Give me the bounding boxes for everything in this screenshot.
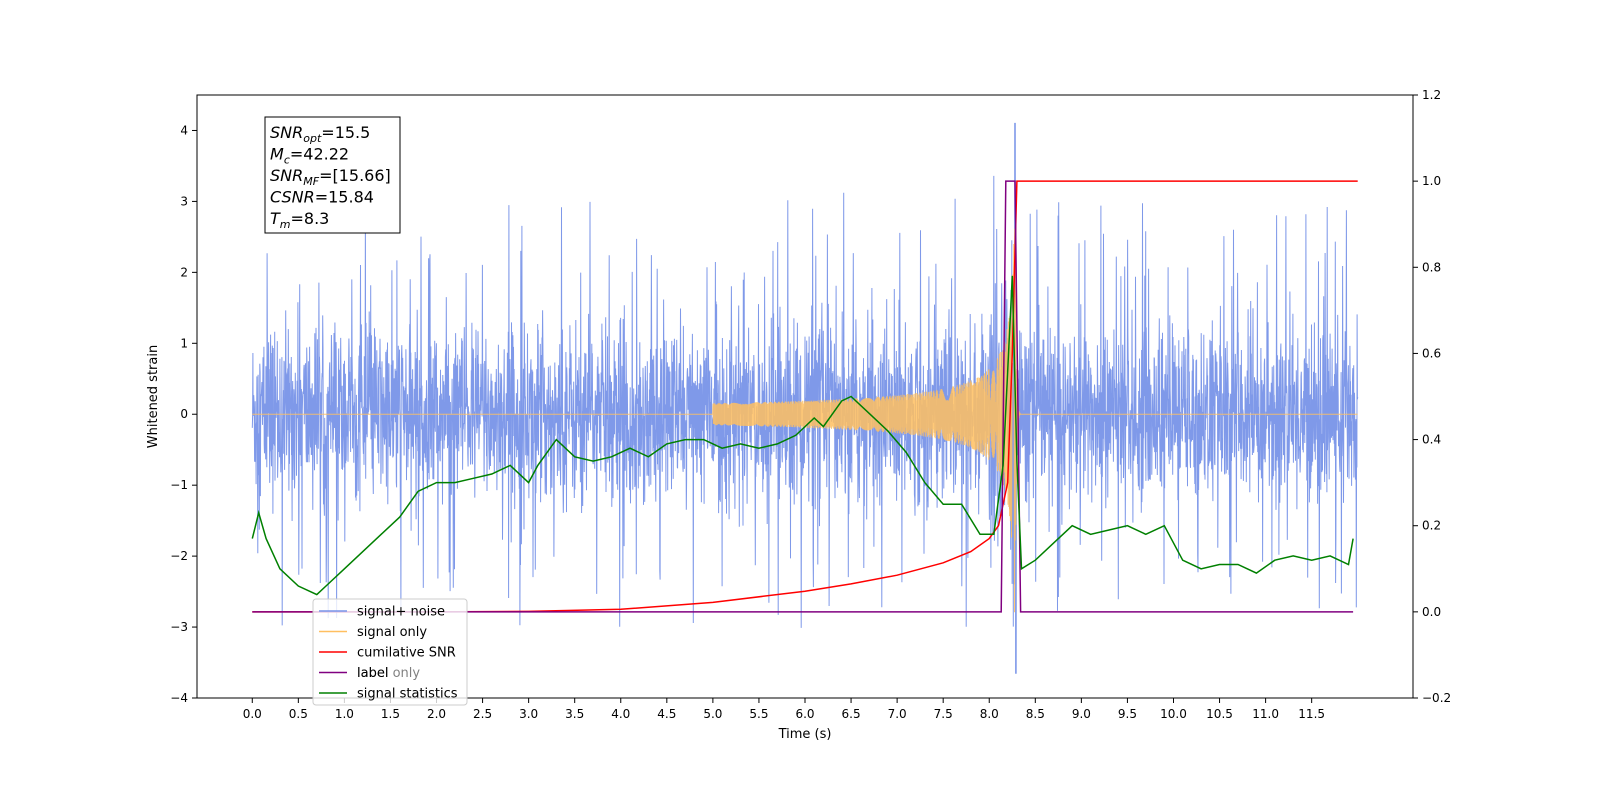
y-right-tick-label: 1.0: [1422, 174, 1441, 188]
x-tick-label: 11.5: [1298, 707, 1325, 721]
legend: label only signal+ noise signal only cumila…: [312, 598, 468, 706]
x-tick-label: 10.0: [1160, 707, 1187, 721]
y-right-tick-label: 0.2: [1422, 519, 1441, 533]
x-tick-label: 5.0: [703, 707, 722, 721]
legend-frame: [312, 598, 468, 706]
legend-entry: signal statistics: [357, 687, 458, 702]
series-signal-only: [252, 228, 1358, 613]
y-right-tick-label: 1.2: [1422, 88, 1441, 102]
y-left-tick-label: 1: [180, 336, 188, 350]
x-tick-label: 5.5: [749, 707, 768, 721]
legend-entry: cumilative SNR: [357, 646, 456, 661]
y-left-tick-label: −4: [170, 691, 188, 705]
series-signal-noise: [251, 122, 1359, 674]
x-tick-label: 0.5: [289, 707, 308, 721]
y-left-tick-label: 0: [180, 407, 188, 421]
y-left-tick-label: 2: [180, 265, 188, 279]
x-tick-label: 4.0: [611, 707, 630, 721]
legend-entry: label: [357, 666, 388, 681]
info-line: Tm=8.3: [270, 209, 329, 231]
x-axis: 0.0 0.5 1.0 1.5 2.0 2.5 3.0 3.5 4.0 4.5 5.0 5.5 6.0 6…: [243, 698, 1325, 721]
x-tick-label: 8.5: [1026, 707, 1045, 721]
x-tick-label: 2.0: [427, 707, 446, 721]
series-label: [252, 180, 1354, 613]
info-line: SNRopt=15.5: [270, 123, 370, 145]
x-tick-label: 1.0: [335, 707, 354, 721]
x-tick-label: 7.5: [934, 707, 953, 721]
info-line: SNRMF=[15.66]: [270, 166, 391, 188]
y-axis-right: −0.2 0.0 0.2 0.4 0.6 0.8 1.0 1.2: [1413, 88, 1451, 705]
x-tick-label: 4.5: [657, 707, 676, 721]
x-tick-label: 6.0: [795, 707, 814, 721]
y-right-tick-label: 0.6: [1422, 346, 1441, 360]
x-tick-label: 1.5: [381, 707, 400, 721]
info-line: Mc=42.22: [270, 145, 349, 167]
y-right-tick-label: −0.2: [1422, 691, 1451, 705]
info-line: CSNR=15.84: [270, 188, 374, 207]
x-tick-label: 3.0: [519, 707, 538, 721]
x-tick-label: 9.0: [1072, 707, 1091, 721]
info-box-frame: [264, 116, 401, 234]
x-tick-label: 7.0: [888, 707, 907, 721]
y-right-tick-label: 0.0: [1422, 605, 1441, 619]
x-tick-label: 0.0: [243, 707, 262, 721]
series-signal-statistics: [251, 275, 1354, 596]
x-tick-label: 9.5: [1118, 707, 1137, 721]
legend-entry: signal+ noise: [357, 605, 445, 620]
x-tick-label: 10.5: [1206, 707, 1233, 721]
x-tick-label: 8.0: [980, 707, 999, 721]
y-left-tick-label: −1: [170, 478, 188, 492]
y-right-tick-label: 0.4: [1422, 433, 1441, 447]
legend-entry: signal only: [357, 625, 427, 640]
series-layer: [251, 122, 1359, 674]
y-right-tick-label: 0.8: [1422, 260, 1441, 274]
y-left-tick-label: −3: [170, 620, 188, 634]
x-tick-label: 2.5: [473, 707, 492, 721]
legend-faded-text: label only: [357, 666, 420, 681]
x-axis-label: Time (s): [778, 727, 832, 742]
y-left-tick-label: 3: [180, 194, 188, 208]
x-tick-label: 6.5: [842, 707, 861, 721]
y-left-tick-label: 4: [180, 123, 188, 137]
x-tick-label: 3.5: [565, 707, 584, 721]
x-tick-label: 11.0: [1252, 707, 1279, 721]
y-left-tick-label: −2: [170, 549, 188, 563]
info-box: SNRopt=15.5Mc=42.22SNRMF=[15.66]CSNR=15.…: [264, 116, 401, 234]
y-axis-left: −4 −3 −2 −1 0 1 2 3 4: [170, 123, 197, 705]
y-axis-label-left: Whitened strain: [146, 345, 161, 448]
